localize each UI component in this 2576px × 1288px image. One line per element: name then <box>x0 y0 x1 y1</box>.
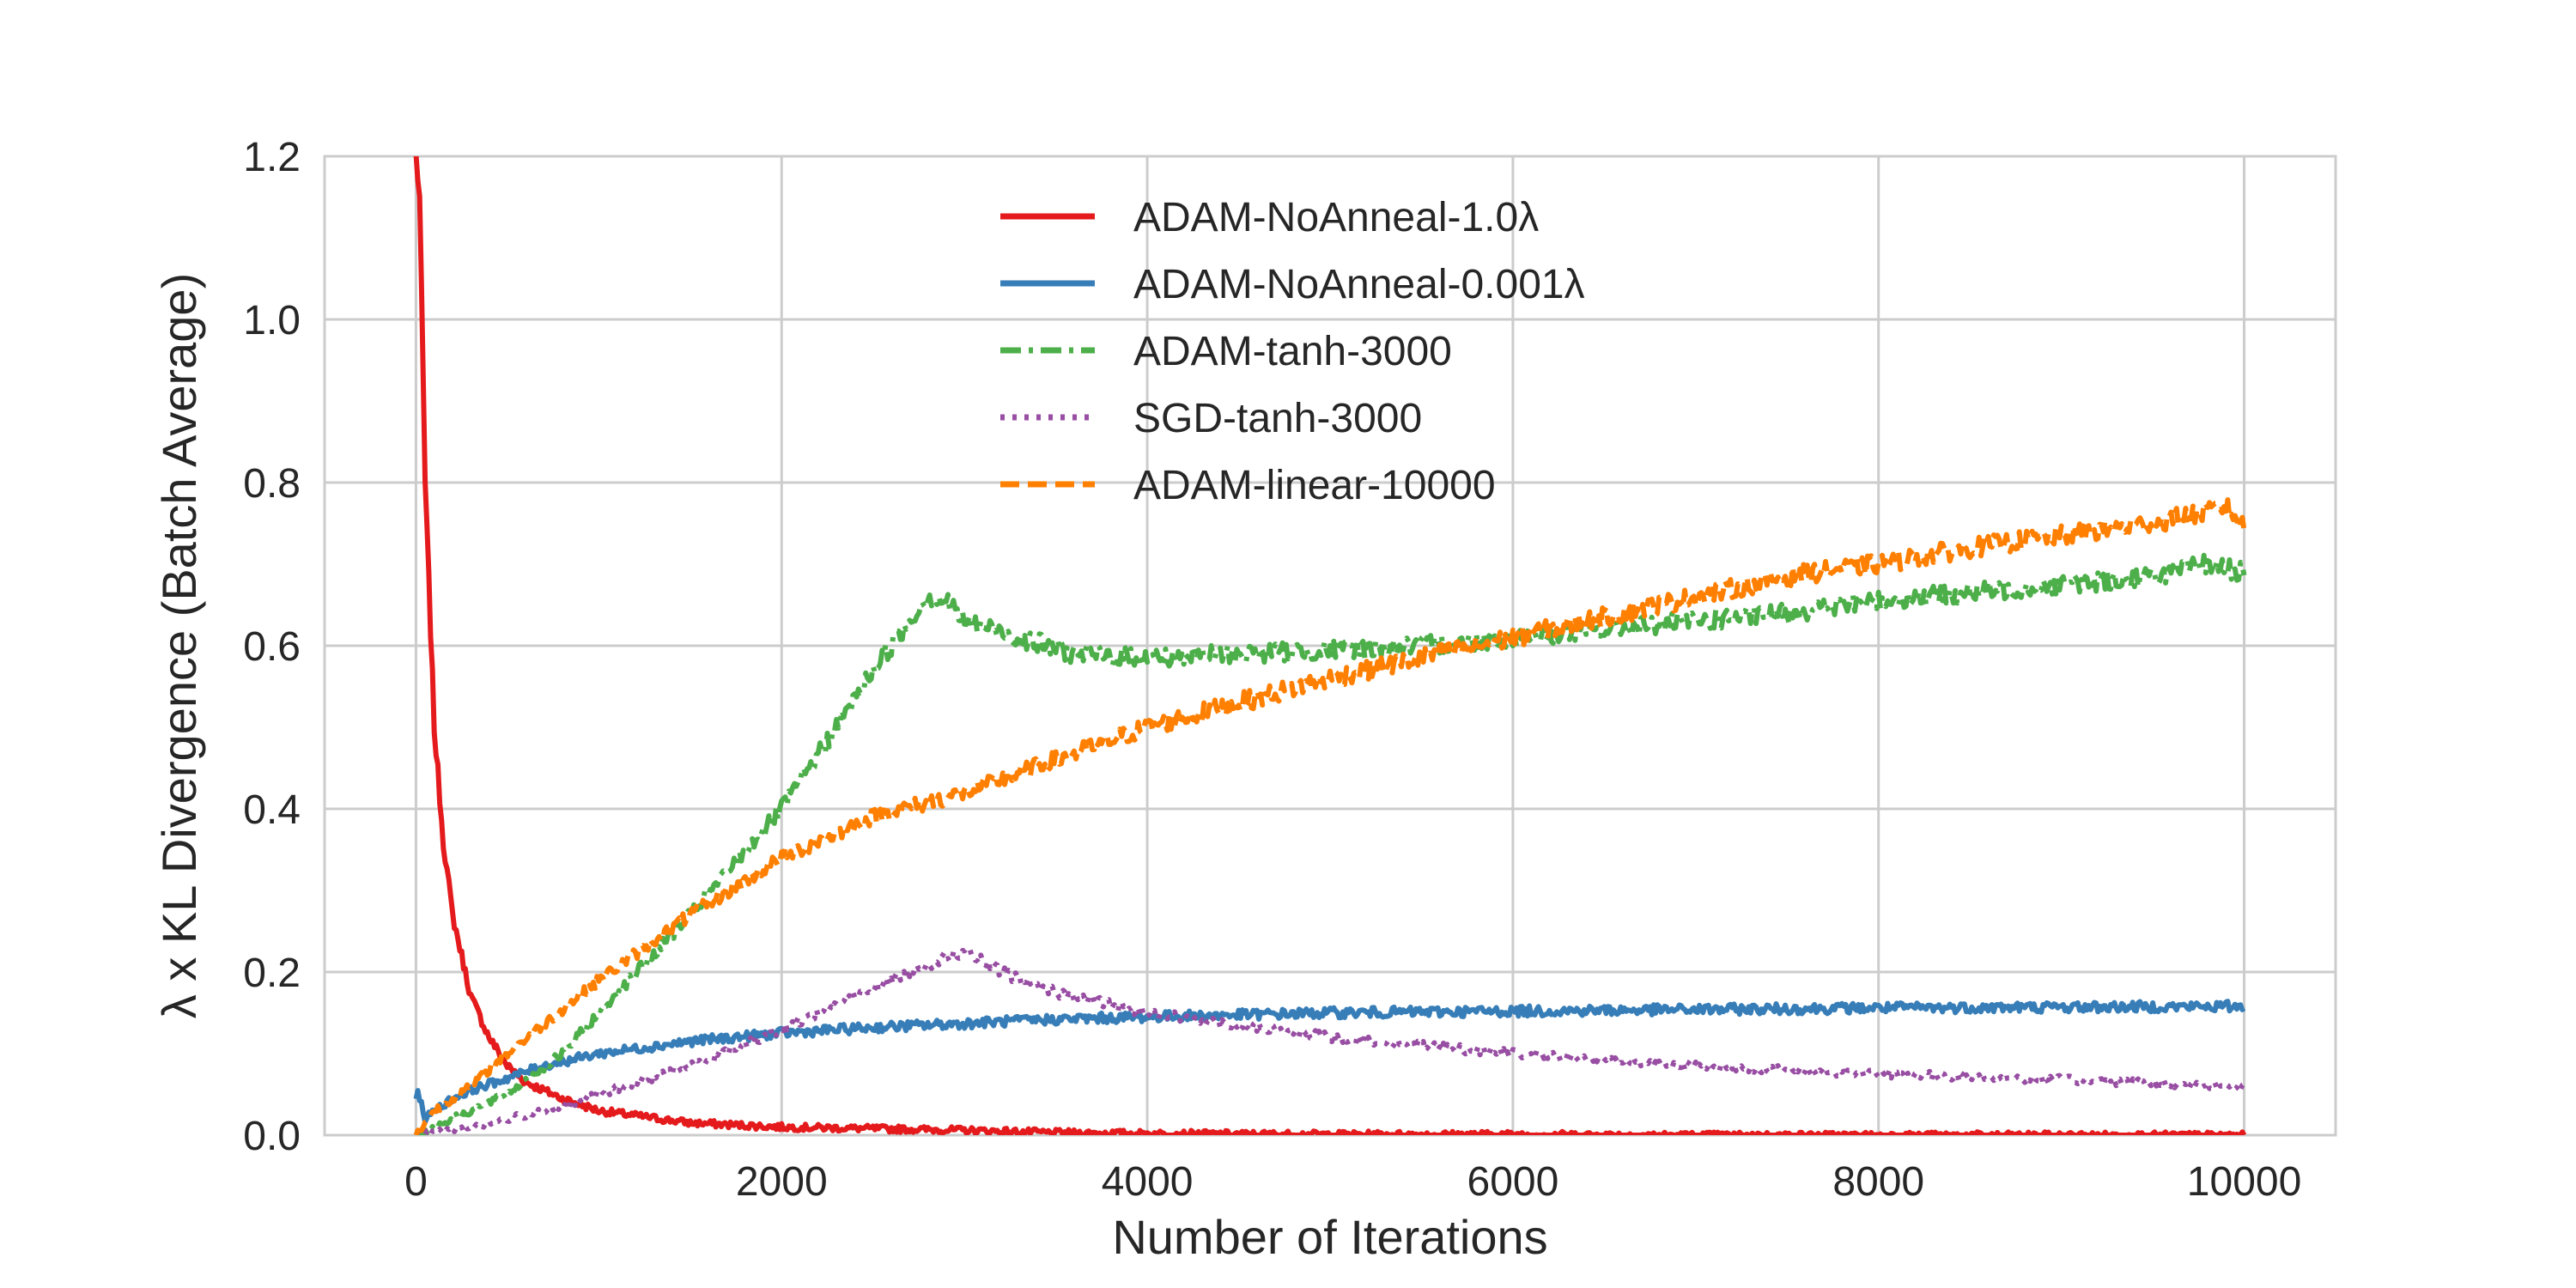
series-line-adam-tanh-3000 <box>415 552 2247 1135</box>
y-tick-label: 0.0 <box>243 1114 301 1159</box>
series-group <box>413 156 2247 1135</box>
x-tick-label: 0 <box>404 1159 428 1205</box>
legend-label: ADAM-NoAnneal-0.001λ <box>1133 262 1585 307</box>
x-tick-label: 4000 <box>1102 1159 1194 1205</box>
y-tick-label: 1.2 <box>243 135 301 180</box>
legend-label: ADAM-NoAnneal-1.0λ <box>1133 195 1539 240</box>
legend-label: ADAM-linear-10000 <box>1133 463 1496 508</box>
legend: ADAM-NoAnneal-1.0λ ADAM-NoAnneal-0.001λ AD… <box>1000 195 1585 508</box>
y-axis-label: λ x KL Divergence (Batch Average) <box>152 273 206 1018</box>
series-line-adam-noanneal-1-0 <box>413 156 2247 1135</box>
y-tick-label: 0.6 <box>243 624 301 670</box>
y-tick-label: 0.4 <box>243 787 301 833</box>
x-tick-label: 8000 <box>1832 1159 1924 1205</box>
x-axis-label: Number of Iterations <box>1112 1210 1547 1264</box>
x-tick-label: 2000 <box>736 1159 828 1205</box>
y-tick-label: 1.0 <box>243 298 301 343</box>
x-tick-label: 10000 <box>2187 1159 2301 1205</box>
y-tick-label: 0.8 <box>243 461 301 507</box>
tick-labels: 0 2000 4000 6000 8000 10000 0.0 0.2 0.4 0.6 0.8 1.0… <box>243 135 2301 1205</box>
y-tick-label: 0.2 <box>243 951 301 996</box>
legend-label: SGD-tanh-3000 <box>1133 396 1422 441</box>
series-line-adam-noanneal-0-001 <box>413 999 2246 1125</box>
legend-label: ADAM-tanh-3000 <box>1133 329 1452 374</box>
series-line-adam-linear-10000 <box>413 497 2247 1135</box>
x-tick-label: 6000 <box>1467 1159 1559 1205</box>
series-line-sgd-tanh-3000 <box>415 945 2245 1135</box>
